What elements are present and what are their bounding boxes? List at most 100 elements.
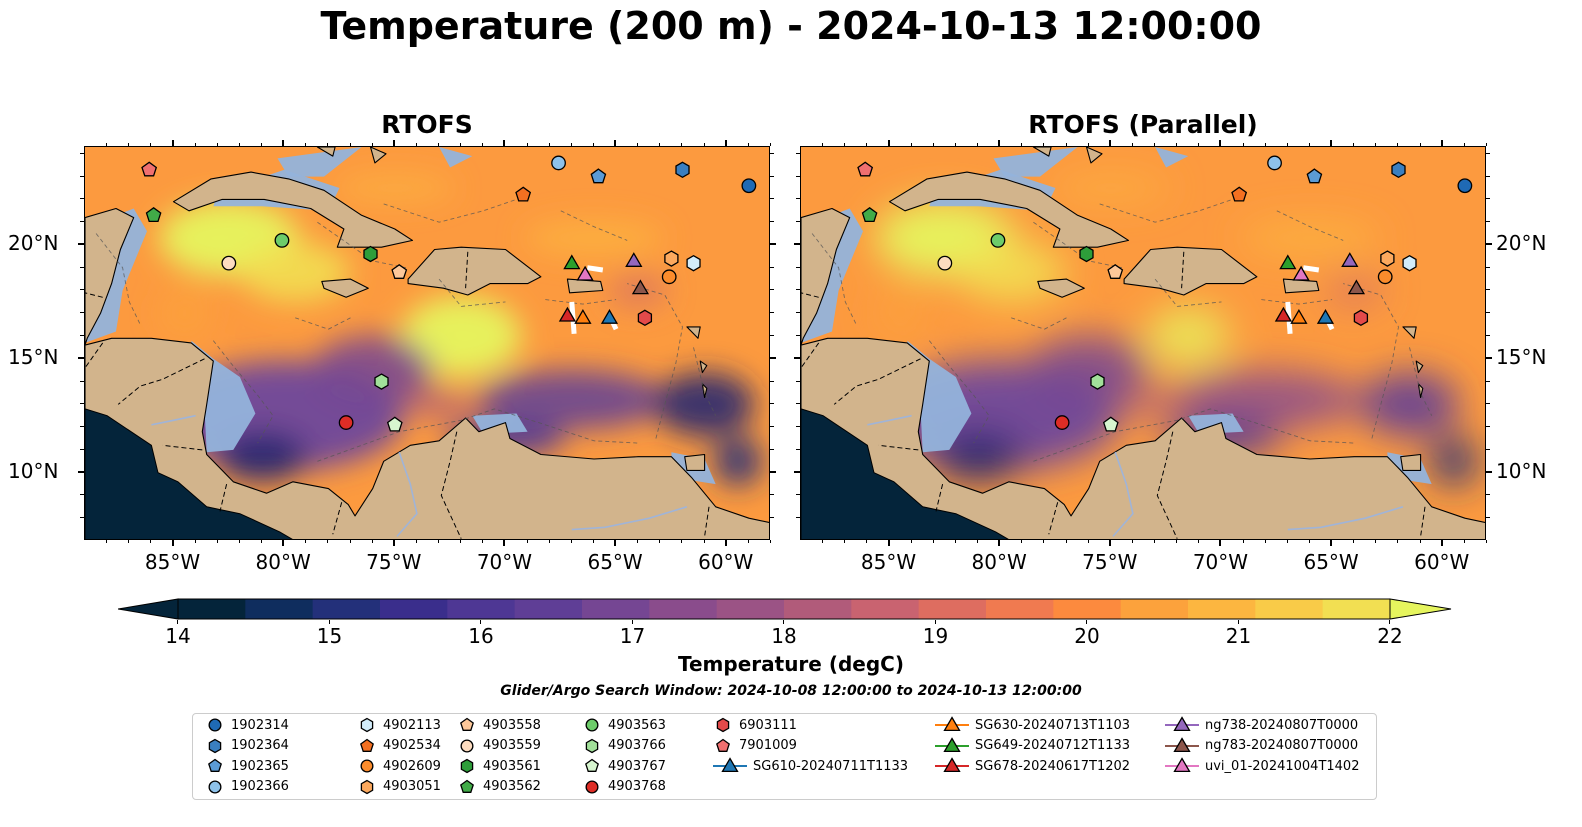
lat-tick bbox=[794, 470, 800, 473]
map-panel-rtofs[interactable] bbox=[84, 146, 770, 540]
lat-minor-tick bbox=[80, 266, 84, 268]
marker-SG610-20240711T1133 bbox=[600, 309, 619, 324]
colorbar-tick-label: 16 bbox=[468, 624, 494, 648]
marker-1902314 bbox=[741, 178, 757, 194]
lat-minor-tick bbox=[80, 221, 84, 223]
lon-minor-tick bbox=[1176, 540, 1178, 543]
lon-minor-tick bbox=[1242, 143, 1244, 146]
legend-marker-circle-icon bbox=[208, 780, 222, 793]
legend-item: 4903558 bbox=[457, 715, 541, 735]
marker-4903768 bbox=[338, 415, 354, 430]
map-panel-rtofs-parallel[interactable] bbox=[800, 146, 1486, 540]
marker-4903563 bbox=[990, 232, 1006, 248]
lon-tick bbox=[887, 140, 890, 146]
legend-label: 1902364 bbox=[231, 738, 289, 753]
lat-minor-tick bbox=[80, 152, 84, 154]
legend-item: 4903051 bbox=[357, 777, 441, 797]
lon-minor-tick bbox=[1353, 540, 1355, 543]
lon-minor-tick bbox=[1397, 540, 1399, 543]
lon-minor-tick bbox=[349, 540, 351, 543]
colorbar-segment bbox=[1188, 599, 1256, 619]
lon-minor-tick bbox=[592, 540, 594, 543]
lon-minor-tick bbox=[592, 143, 594, 146]
panel-title-rtofs-parallel: RTOFS (Parallel) bbox=[1028, 110, 1258, 139]
marker-4902609 bbox=[1377, 269, 1393, 285]
land bbox=[801, 147, 1485, 539]
legend-marker-pentagon-icon bbox=[716, 738, 730, 752]
map-canvas bbox=[801, 147, 1485, 539]
rivers bbox=[151, 414, 688, 537]
lon-minor-tick bbox=[1486, 540, 1487, 543]
colorbar-segment bbox=[582, 599, 650, 619]
lon-minor-tick bbox=[1419, 143, 1421, 146]
legend-item: 4903559 bbox=[457, 736, 541, 756]
colorbar bbox=[118, 598, 1452, 620]
lon-minor-tick bbox=[128, 143, 130, 146]
lon-minor-tick bbox=[659, 540, 661, 543]
lat-minor-tick bbox=[796, 448, 800, 450]
lon-minor-tick bbox=[261, 540, 263, 543]
colorbar-tick-label: 18 bbox=[771, 624, 797, 648]
lon-minor-tick bbox=[460, 540, 462, 543]
lat-tick bbox=[794, 242, 800, 245]
colorbar-segment bbox=[1120, 599, 1189, 619]
lat-minor-tick bbox=[80, 289, 84, 291]
marker-4903051 bbox=[1380, 250, 1395, 267]
lon-tick bbox=[171, 140, 174, 146]
colorbar-tick bbox=[783, 620, 784, 624]
marker-uvi_01-20241004T1402 bbox=[1292, 265, 1310, 281]
lon-minor-tick bbox=[327, 143, 329, 146]
panel-title-rtofs: RTOFS bbox=[381, 110, 473, 139]
legend-label: SG649-20240712T1133 bbox=[975, 738, 1131, 753]
lon-minor-tick bbox=[822, 143, 824, 146]
colorbar-tick bbox=[631, 620, 633, 624]
lon-minor-tick bbox=[194, 540, 196, 543]
legend-marker-hexagon-icon bbox=[360, 779, 374, 794]
lon-minor-tick bbox=[238, 143, 240, 146]
lon-minor-tick bbox=[1198, 540, 1200, 543]
legend-marker-triangle-line-icon bbox=[1165, 757, 1199, 773]
lon-minor-tick bbox=[637, 143, 639, 146]
legend-label: SG630-20240713T1103 bbox=[975, 717, 1131, 733]
lat-minor-tick bbox=[796, 380, 800, 382]
legend-item: 4902609 bbox=[357, 756, 441, 776]
marker-4903559 bbox=[221, 255, 237, 271]
legend-label: 6903111 bbox=[739, 717, 797, 733]
lat-minor-tick bbox=[80, 403, 84, 405]
lon-minor-tick bbox=[910, 143, 912, 146]
legend-item: SG678-20240617T1202 bbox=[935, 756, 1130, 776]
lat-minor-tick bbox=[770, 152, 774, 154]
lon-minor-tick bbox=[977, 143, 979, 146]
legend: 1902314 1902364 1902365 1902366 4902113 49025… bbox=[192, 713, 1377, 800]
colorbar-segment bbox=[245, 599, 314, 619]
lon-minor-tick bbox=[1131, 540, 1133, 543]
lon-minor-tick bbox=[1087, 143, 1089, 146]
lon-tick bbox=[614, 140, 617, 146]
lat-tick bbox=[1486, 242, 1492, 245]
lat-minor-tick bbox=[80, 494, 84, 496]
lon-tick-label: 80°W bbox=[971, 550, 1027, 574]
lon-minor-tick bbox=[703, 143, 705, 146]
colorbar-segment bbox=[918, 599, 987, 619]
legend-marker-triangle-line-icon bbox=[1165, 716, 1199, 732]
marker-4903767 bbox=[1102, 416, 1119, 432]
lon-minor-tick bbox=[1286, 540, 1288, 543]
lon-minor-tick bbox=[106, 540, 108, 543]
marker-4902534 bbox=[515, 186, 532, 202]
lon-tick bbox=[1440, 140, 1443, 146]
lon-tick bbox=[1440, 540, 1443, 546]
lat-minor-tick bbox=[1486, 175, 1490, 177]
marker-ng783-20240807T0000 bbox=[631, 279, 650, 295]
legend-marker-pentagon-icon bbox=[585, 758, 599, 772]
lat-minor-tick bbox=[1486, 380, 1490, 382]
marker-4903562 bbox=[145, 206, 162, 223]
lat-minor-tick bbox=[796, 494, 800, 496]
lat-minor-tick bbox=[770, 312, 774, 314]
legend-item: ng783-20240807T0000 bbox=[1165, 736, 1358, 756]
legend-marker-hexagon-icon bbox=[208, 738, 222, 753]
colorbar-segment bbox=[380, 599, 448, 619]
marker-4902534 bbox=[1231, 186, 1248, 202]
legend-marker-hexagon-icon bbox=[585, 738, 599, 753]
rivers bbox=[867, 414, 1404, 537]
colorbar-tick bbox=[1237, 620, 1239, 624]
